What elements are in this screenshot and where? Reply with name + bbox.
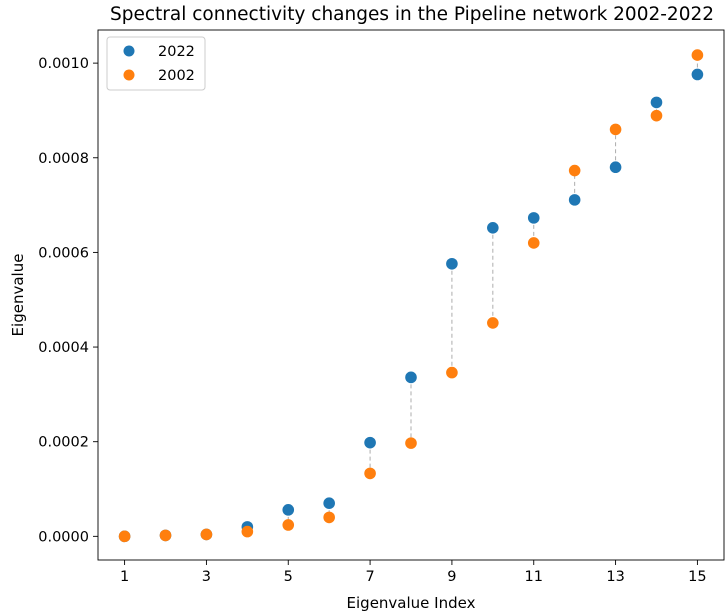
point-2022 [364, 436, 376, 449]
point-2022 [527, 212, 540, 224]
plot-area [98, 30, 724, 560]
x-axis: 1 3 5 7 9 11 13 15 [120, 560, 707, 585]
x-tick-label: 1 [120, 569, 129, 585]
point-2002 [118, 530, 131, 543]
legend: 2022 2002 [106, 36, 206, 91]
legend-label-2022: 2022 [158, 44, 195, 60]
y-tick-label: 0.0000 [38, 529, 89, 545]
point-2022 [609, 161, 622, 174]
y-axis: 0.0000 0.0002 0.0004 0.0006 0.0008 0.0010 [38, 56, 98, 545]
y-tick-label: 0.0008 [38, 151, 89, 167]
x-tick-label: 13 [606, 569, 624, 585]
x-axis-label: Eigenvalue Index [347, 594, 476, 612]
y-tick-label: 0.0004 [38, 340, 89, 356]
point-2022 [323, 497, 335, 510]
series-2002 [118, 49, 704, 543]
legend-label-2002: 2002 [158, 68, 195, 84]
legend-marker-2022 [123, 45, 135, 57]
legend-marker-2002 [123, 69, 135, 81]
point-2002 [323, 511, 335, 524]
point-2002 [282, 519, 295, 531]
plot-frame [97, 29, 725, 561]
point-2002 [487, 317, 499, 329]
point-2022 [650, 96, 663, 109]
x-tick-label: 9 [447, 569, 456, 585]
point-2002 [241, 525, 254, 538]
x-tick-label: 5 [284, 569, 293, 585]
point-2002 [527, 237, 540, 249]
x-tick-label: 15 [688, 569, 706, 585]
point-2022 [282, 504, 295, 516]
chart-title: Spectral connectivity changes in the Pip… [110, 4, 714, 25]
point-2002 [364, 467, 376, 480]
y-tick-label: 0.0002 [38, 435, 89, 451]
y-tick-label: 0.0006 [38, 245, 89, 261]
point-2022 [487, 222, 499, 234]
point-2002 [200, 528, 213, 541]
x-tick-label: 3 [202, 569, 211, 585]
point-2022 [446, 257, 458, 270]
point-2022 [405, 371, 417, 384]
point-2002 [568, 164, 581, 177]
x-tick-label: 11 [525, 569, 543, 585]
y-axis-label: Eigenvalue [9, 254, 27, 337]
point-2002 [446, 366, 458, 379]
point-2002 [691, 49, 704, 61]
point-2002 [609, 123, 622, 136]
point-2022 [568, 194, 581, 206]
point-2002 [405, 437, 417, 449]
x-tick-label: 7 [365, 569, 374, 585]
data-series [118, 49, 704, 543]
point-2022 [691, 68, 704, 81]
y-tick-label: 0.0010 [38, 56, 89, 72]
point-2002 [650, 109, 663, 122]
point-2002 [159, 529, 172, 542]
